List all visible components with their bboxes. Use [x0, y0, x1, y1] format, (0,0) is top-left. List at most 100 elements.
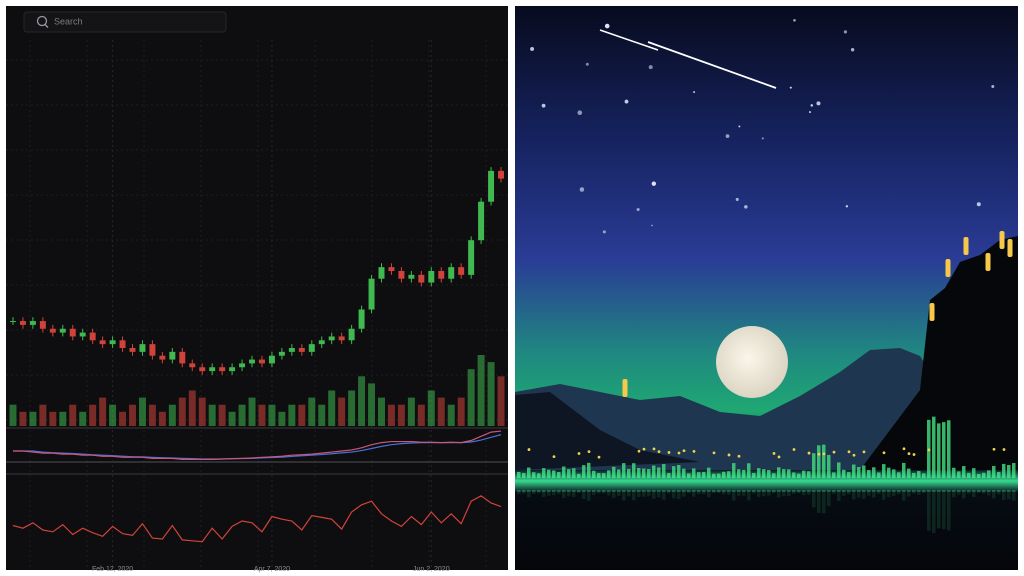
shooting-star [647, 41, 777, 89]
candle-body [249, 359, 256, 364]
light [999, 231, 1005, 249]
candle-body [298, 348, 305, 352]
candle-body [278, 351, 285, 356]
candle-body [388, 267, 395, 271]
volume-bar [378, 397, 385, 426]
candle-body [448, 267, 455, 279]
volume-bar [437, 397, 445, 426]
volume-bar [298, 404, 306, 426]
volume-bar [338, 397, 346, 426]
star [725, 134, 730, 138]
volume-bar [148, 404, 156, 426]
eq-dot [862, 450, 866, 454]
candle-body [199, 367, 206, 372]
volume-bar [268, 404, 276, 426]
candle-body [159, 355, 166, 360]
volume-bar [407, 397, 415, 426]
candle-body [99, 340, 106, 345]
candle-body [318, 340, 325, 345]
candle-body [39, 321, 46, 329]
light [963, 237, 969, 255]
x-tick-label: Jun 2, 2020 [413, 566, 450, 573]
volume-bar [417, 404, 425, 426]
water [515, 492, 1018, 570]
eq-dot [727, 453, 731, 457]
candle-body [358, 309, 365, 329]
volume-bar [79, 411, 87, 426]
volume-bar [9, 404, 17, 426]
light [929, 303, 935, 321]
volume-bar [318, 404, 326, 426]
search-icon [44, 24, 49, 28]
candle-body [468, 240, 475, 275]
star [976, 202, 981, 207]
candle-body [408, 274, 415, 279]
star [602, 230, 606, 234]
rsi-line [12, 495, 502, 543]
star [845, 205, 849, 208]
candle-body [49, 328, 56, 333]
search-icon [36, 15, 48, 27]
volume-bar [99, 397, 107, 426]
eq-dot [807, 451, 811, 455]
candle-body [79, 332, 86, 337]
eq-dot [907, 452, 911, 455]
eq-dot [682, 449, 686, 453]
light [1007, 239, 1013, 257]
candle-body [268, 355, 275, 364]
volume-bar [467, 369, 475, 426]
star [809, 111, 811, 113]
candle-body [69, 328, 76, 337]
eq-dot [882, 451, 886, 455]
eq-dot [772, 452, 776, 455]
candle-body [258, 359, 265, 364]
eq-bar [942, 422, 946, 478]
volume-bar [29, 411, 37, 426]
volume-bar [178, 397, 186, 426]
candle-body [418, 274, 425, 283]
volume-bar [19, 411, 27, 426]
star [850, 48, 855, 52]
volume-bar [308, 397, 316, 426]
volume-bar [358, 376, 366, 426]
candle-body [438, 271, 445, 279]
light [945, 259, 951, 277]
light [622, 379, 628, 397]
volume-bar [119, 411, 127, 426]
volume-bar [258, 404, 266, 426]
lights [622, 231, 1013, 397]
hill [515, 392, 700, 470]
volume-bar [447, 404, 455, 426]
star [648, 65, 653, 70]
volume-bar [89, 404, 97, 426]
star [816, 101, 821, 106]
volume-bar [288, 404, 296, 426]
glow [515, 470, 1018, 492]
volume-bar [109, 404, 117, 426]
volume-bar [427, 390, 435, 426]
candle-body [219, 367, 226, 372]
eq-dot [642, 447, 646, 451]
star [744, 205, 748, 209]
candle-body [189, 363, 196, 368]
eq-bar [817, 445, 821, 478]
eq-bar [812, 453, 816, 478]
volume-bar [208, 404, 216, 426]
chart-panel [6, 6, 508, 570]
volume-bar [328, 390, 336, 426]
star [636, 207, 640, 212]
candle-body [478, 201, 485, 241]
eq-dot [692, 450, 696, 453]
volume-bar [59, 411, 67, 426]
candle-body [29, 321, 36, 325]
star [541, 103, 546, 108]
volume-bar [397, 404, 405, 426]
volume-bar [158, 411, 166, 426]
candle-body [308, 344, 315, 352]
search-box[interactable] [23, 11, 227, 33]
volume-bar [218, 404, 226, 426]
volume-bar [198, 397, 206, 426]
star [651, 224, 653, 227]
eq-dot [817, 452, 821, 456]
